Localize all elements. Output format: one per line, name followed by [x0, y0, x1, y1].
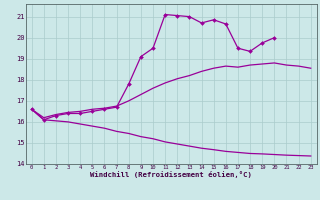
X-axis label: Windchill (Refroidissement éolien,°C): Windchill (Refroidissement éolien,°C): [90, 171, 252, 178]
